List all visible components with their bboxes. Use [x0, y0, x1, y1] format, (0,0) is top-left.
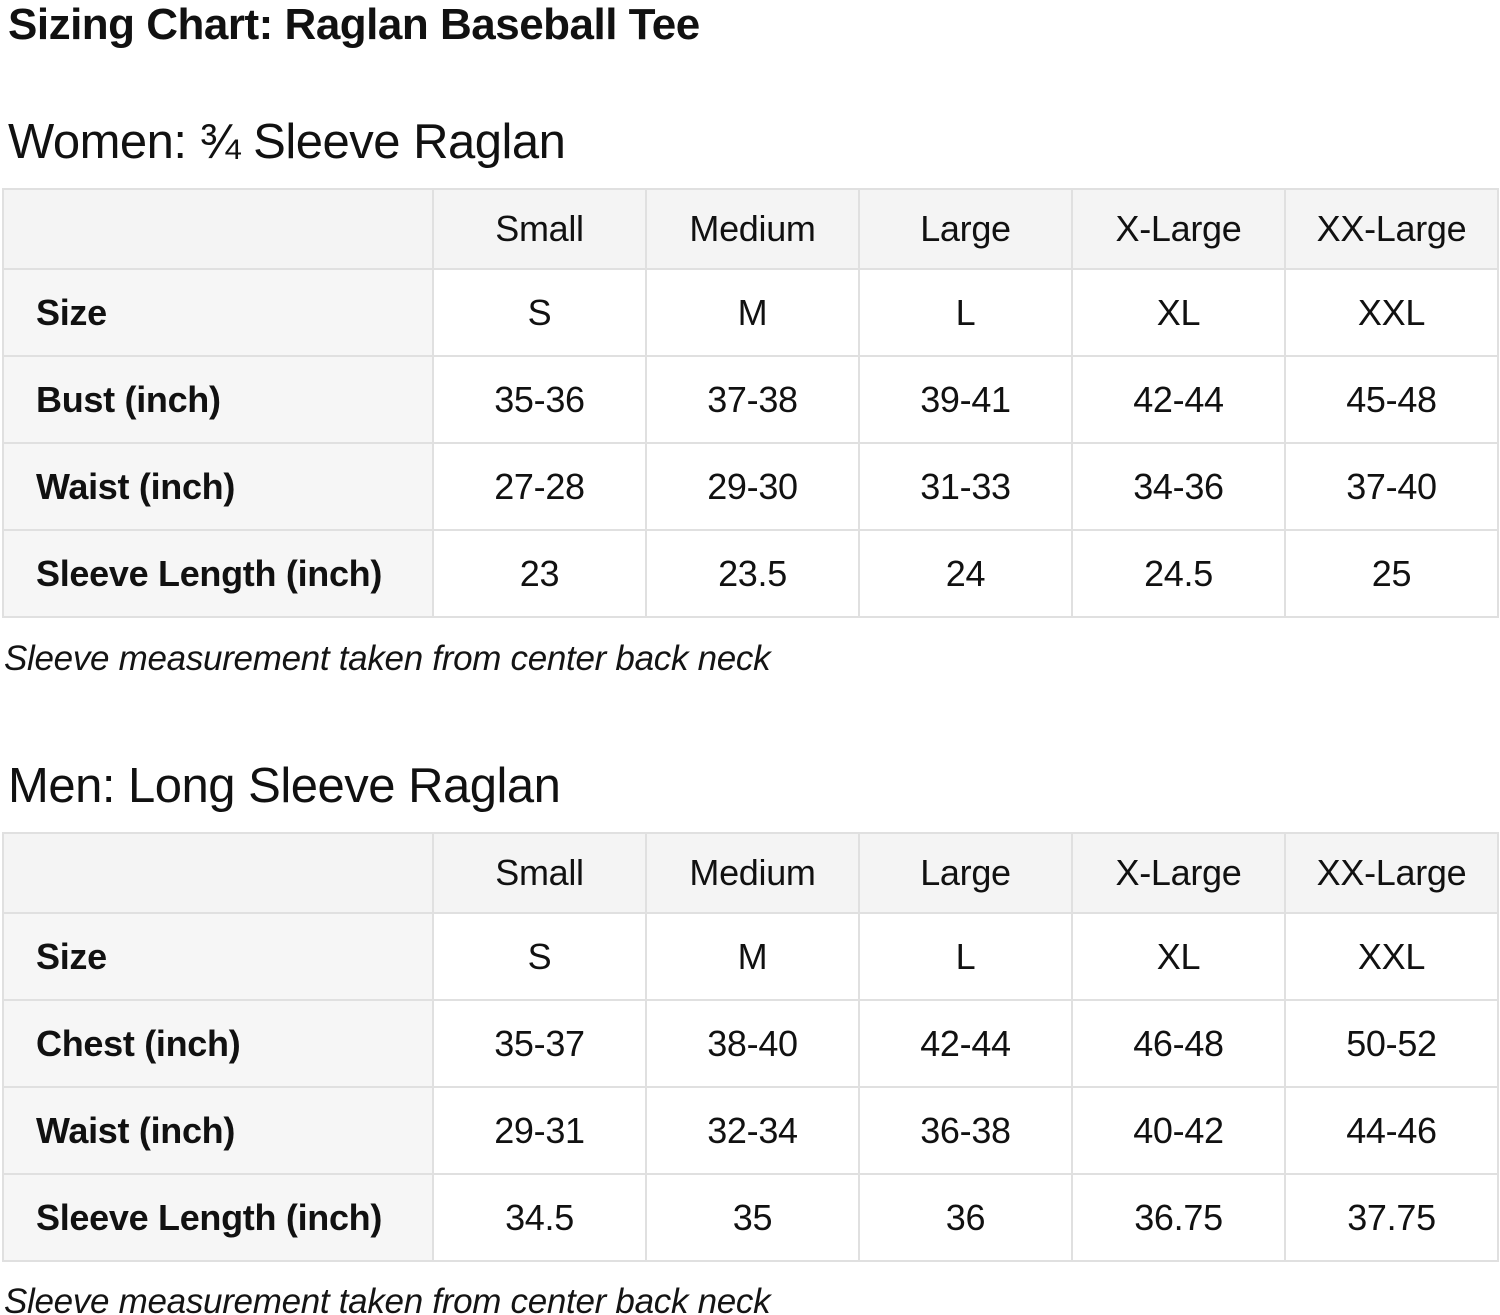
- table-cell: 36.75: [1071, 1173, 1286, 1262]
- table-cell: XL: [1071, 268, 1286, 357]
- women-size-table: Small Medium Large X-Large XX-Large Size…: [2, 188, 1499, 618]
- column-header-xlarge: X-Large: [1071, 188, 1286, 270]
- table-row-size: Size S M L XL XXL: [2, 268, 1499, 357]
- table-cell: 34.5: [432, 1173, 647, 1262]
- table-cell: XXL: [1284, 268, 1499, 357]
- row-label: Size: [2, 268, 434, 357]
- corner-cell: [2, 188, 434, 270]
- table-cell: 29-31: [432, 1086, 647, 1175]
- table-cell: 37.75: [1284, 1173, 1499, 1262]
- men-header-row: Small Medium Large X-Large XX-Large: [2, 832, 1499, 914]
- table-cell: 44-46: [1284, 1086, 1499, 1175]
- table-cell: 23.5: [645, 529, 860, 618]
- table-cell: 23: [432, 529, 647, 618]
- row-label: Waist (inch): [2, 442, 434, 531]
- table-row-waist: Waist (inch) 27-28 29-30 31-33 34-36 37-…: [2, 442, 1499, 531]
- table-cell: 35-36: [432, 355, 647, 444]
- column-header-large: Large: [858, 832, 1073, 914]
- table-cell: M: [645, 268, 860, 357]
- table-row-chest: Chest (inch) 35-37 38-40 42-44 46-48 50-…: [2, 999, 1499, 1088]
- men-size-table: Small Medium Large X-Large XX-Large Size…: [2, 832, 1499, 1262]
- table-cell: 35-37: [432, 999, 647, 1088]
- table-row-bust: Bust (inch) 35-36 37-38 39-41 42-44 45-4…: [2, 355, 1499, 444]
- table-cell: 37-40: [1284, 442, 1499, 531]
- table-cell: 38-40: [645, 999, 860, 1088]
- sleeve-measurement-note-women: Sleeve measurement taken from center bac…: [4, 639, 771, 678]
- row-label: Waist (inch): [2, 1086, 434, 1175]
- table-cell: 24: [858, 529, 1073, 618]
- table-cell: 39-41: [858, 355, 1073, 444]
- table-row-size: Size S M L XL XXL: [2, 912, 1499, 1001]
- column-header-xxlarge: XX-Large: [1284, 832, 1499, 914]
- table-cell: 42-44: [858, 999, 1073, 1088]
- table-cell: 36-38: [858, 1086, 1073, 1175]
- row-label: Sleeve Length (inch): [2, 1173, 434, 1262]
- column-header-small: Small: [432, 188, 647, 270]
- column-header-xlarge: X-Large: [1071, 832, 1286, 914]
- table-cell: L: [858, 268, 1073, 357]
- column-header-small: Small: [432, 832, 647, 914]
- table-row-waist: Waist (inch) 29-31 32-34 36-38 40-42 44-…: [2, 1086, 1499, 1175]
- table-cell: 35: [645, 1173, 860, 1262]
- corner-cell: [2, 832, 434, 914]
- table-cell: S: [432, 912, 647, 1001]
- table-cell: L: [858, 912, 1073, 1001]
- table-cell: 27-28: [432, 442, 647, 531]
- table-cell: 34-36: [1071, 442, 1286, 531]
- row-label: Chest (inch): [2, 999, 434, 1088]
- column-header-medium: Medium: [645, 188, 860, 270]
- sleeve-measurement-note-men: Sleeve measurement taken from center bac…: [4, 1282, 771, 1315]
- table-cell: 46-48: [1071, 999, 1286, 1088]
- table-cell: XL: [1071, 912, 1286, 1001]
- table-row-sleeve-length: Sleeve Length (inch) 23 23.5 24 24.5 25: [2, 529, 1499, 618]
- table-cell: 37-38: [645, 355, 860, 444]
- page-title: Sizing Chart: Raglan Baseball Tee: [8, 0, 700, 49]
- section-heading-women: Women: ¾ Sleeve Raglan: [8, 115, 566, 169]
- section-heading-men: Men: Long Sleeve Raglan: [8, 759, 561, 813]
- table-cell: M: [645, 912, 860, 1001]
- column-header-xxlarge: XX-Large: [1284, 188, 1499, 270]
- women-header-row: Small Medium Large X-Large XX-Large: [2, 188, 1499, 270]
- table-cell: S: [432, 268, 647, 357]
- table-cell: 32-34: [645, 1086, 860, 1175]
- table-cell: 50-52: [1284, 999, 1499, 1088]
- table-cell: XXL: [1284, 912, 1499, 1001]
- table-cell: 25: [1284, 529, 1499, 618]
- row-label: Bust (inch): [2, 355, 434, 444]
- column-header-medium: Medium: [645, 832, 860, 914]
- table-cell: 42-44: [1071, 355, 1286, 444]
- table-cell: 24.5: [1071, 529, 1286, 618]
- row-label: Sleeve Length (inch): [2, 529, 434, 618]
- table-cell: 40-42: [1071, 1086, 1286, 1175]
- table-cell: 31-33: [858, 442, 1073, 531]
- table-cell: 36: [858, 1173, 1073, 1262]
- column-header-large: Large: [858, 188, 1073, 270]
- table-cell: 45-48: [1284, 355, 1499, 444]
- table-cell: 29-30: [645, 442, 860, 531]
- table-row-sleeve-length: Sleeve Length (inch) 34.5 35 36 36.75 37…: [2, 1173, 1499, 1262]
- row-label: Size: [2, 912, 434, 1001]
